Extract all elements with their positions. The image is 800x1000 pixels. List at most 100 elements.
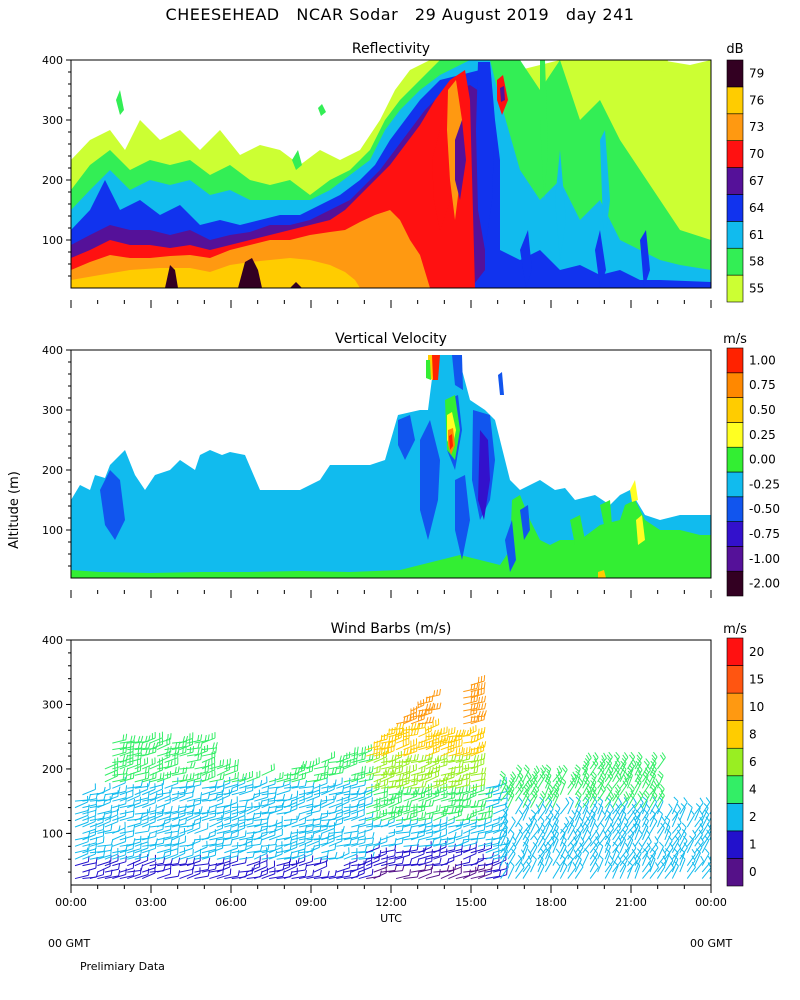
wind-barb (604, 860, 614, 873)
wind-barb (283, 840, 298, 847)
wind-barb (157, 863, 172, 867)
wind-barb-flag (125, 855, 127, 862)
wind-barb-flag (122, 768, 126, 775)
wind-barb-flag (207, 870, 210, 877)
wind-barb-flag (506, 797, 508, 805)
wind-barb (552, 839, 559, 853)
wind-barb-flag (410, 729, 414, 736)
colorbar-label: 10 (749, 700, 764, 714)
wind-barb-flag (646, 855, 651, 861)
wind-barb (574, 847, 584, 860)
wind-barb-flag (364, 746, 367, 753)
wind-barb-flag (376, 811, 378, 818)
wind-barb-flag (406, 766, 408, 773)
wind-barb (209, 874, 223, 880)
wind-barb-flag (555, 848, 561, 854)
wind-barb (567, 846, 575, 860)
wind-barb (627, 808, 636, 821)
wind-barb (679, 827, 687, 841)
wind-barb (149, 828, 164, 834)
wind-barb (425, 863, 440, 867)
wind-barb (358, 843, 373, 847)
wind-barb (410, 805, 425, 809)
wind-barb (216, 860, 231, 867)
wind-barb-flag (244, 830, 247, 837)
wind-barb (597, 763, 606, 776)
wind-barb (433, 782, 447, 789)
wind-barb (410, 809, 425, 815)
wind-barb-flag (710, 822, 711, 824)
wind-barb (179, 743, 193, 751)
wind-barb (74, 849, 89, 854)
wind-barb (82, 804, 97, 809)
wind-barb-flag (645, 803, 651, 809)
wind-barb (522, 827, 531, 841)
wind-barb (433, 846, 447, 854)
wind-barb (470, 750, 484, 757)
wind-barb-flag (132, 829, 135, 837)
wind-barb-flag (451, 792, 453, 799)
wind-barb (619, 757, 629, 770)
wind-barb (388, 791, 403, 796)
wind-barb (403, 783, 418, 789)
wind-barb-flag (384, 768, 387, 775)
wind-barb (463, 842, 477, 847)
wind-barb-flag (334, 779, 337, 786)
wind-barb-flag (130, 735, 133, 742)
wind-barb-flag (570, 822, 575, 828)
wind-barb-flag (327, 760, 330, 767)
wind-barb (313, 828, 328, 834)
wind-barb-flag (553, 786, 559, 792)
wind-barb (254, 849, 269, 854)
wind-barb (298, 795, 313, 802)
wind-barb (104, 814, 118, 821)
wind-barb-flag (473, 800, 477, 807)
y-tick-label: 300 (42, 114, 63, 127)
wind-barb (619, 768, 627, 783)
wind-barb-flag (468, 746, 471, 753)
wind-barb (686, 866, 696, 879)
wind-barb (478, 829, 492, 834)
wind-barb (701, 861, 711, 873)
wind-barb (582, 821, 591, 834)
wind-barb-flag (371, 837, 375, 844)
wind-barb-flag (579, 823, 584, 829)
wind-barb-flag (416, 843, 419, 850)
wind-barb-flag (436, 787, 439, 794)
wind-barb-flag (137, 742, 141, 749)
wind-barb (537, 833, 546, 847)
wind-barb (470, 784, 485, 789)
wind-barb-flag (140, 752, 142, 759)
wind-barb (418, 700, 433, 705)
wind-barb-flag (469, 799, 472, 806)
wind-barb (597, 815, 606, 828)
wind-barb (253, 852, 268, 860)
wind-barb (343, 796, 358, 802)
wind-barb (283, 856, 298, 860)
wind-barb-flag (371, 765, 374, 773)
wind-barb (231, 778, 246, 783)
wind-barb (537, 808, 547, 821)
wind-barb-flag (598, 841, 604, 847)
colorbar-swatch (726, 546, 744, 572)
wind-barb-flag (643, 760, 649, 767)
wind-barb-flag (473, 735, 476, 742)
wind-barb (500, 808, 509, 821)
wind-barb (448, 835, 462, 841)
wind-barb (448, 872, 462, 880)
wind-barb (492, 874, 507, 880)
wind-barb-flag (436, 729, 439, 736)
colorbar-label: 8 (749, 727, 757, 741)
wind-barb (395, 737, 410, 744)
wind-barb (149, 825, 164, 828)
wind-barb (410, 853, 425, 860)
wind-barb-flag (394, 780, 397, 787)
wind-barb (604, 776, 614, 789)
wind-barb-flag (511, 816, 516, 822)
wind-barb-flag (531, 793, 537, 799)
wind-barb (649, 756, 658, 770)
wind-barb (403, 815, 417, 821)
wind-barb-flag (699, 816, 704, 823)
wind-barb (313, 855, 328, 860)
